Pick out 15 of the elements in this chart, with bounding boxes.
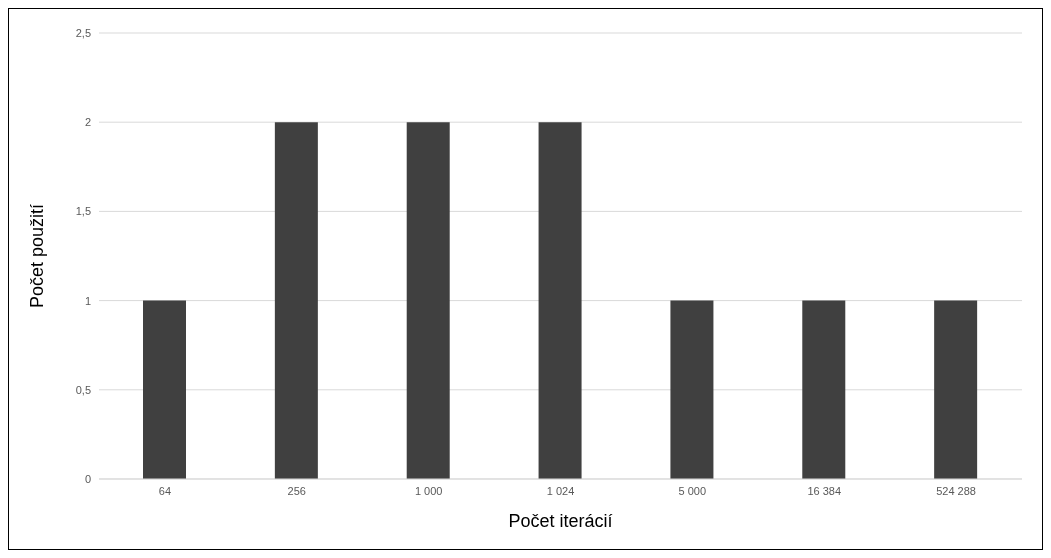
y-tick-label: 1: [84, 294, 91, 307]
x-tick-label: 1 000: [414, 484, 443, 497]
y-axis-title: Počet použití: [27, 203, 48, 309]
x-tick-label: 64: [158, 484, 172, 497]
y-tick-label: 0,5: [75, 383, 91, 396]
y-tick-label: 2: [84, 116, 91, 129]
y-tick-label: 2,5: [75, 26, 91, 39]
x-tick-label: 524 288: [936, 484, 976, 497]
x-tick-label: 16 384: [807, 484, 842, 497]
x-tick-label: 5 000: [678, 484, 707, 497]
x-tick-label: 256: [287, 484, 306, 497]
y-tick-label: 1,5: [75, 205, 91, 218]
x-tick-label: 1 024: [546, 484, 575, 497]
x-axis-title: Počet iterácií: [508, 511, 613, 531]
y-tick-label: 0: [84, 472, 91, 485]
